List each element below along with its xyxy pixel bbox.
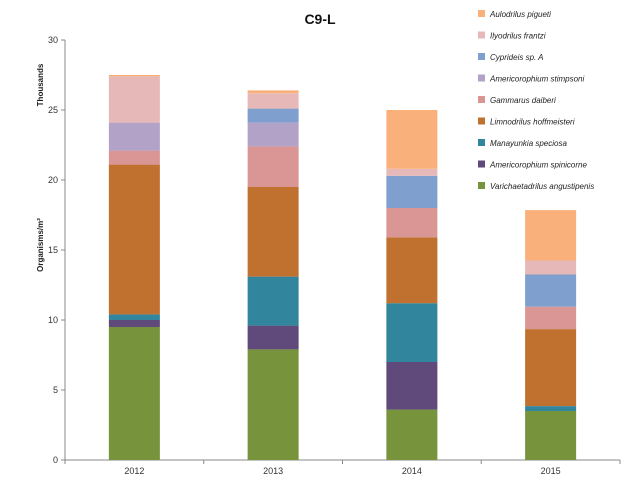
bar-segment: [247, 276, 299, 326]
bar-segment: [247, 349, 299, 460]
bar-segment: [247, 146, 299, 187]
y-tick-label: 5: [53, 385, 58, 395]
bar-segment: [525, 406, 577, 411]
legend-swatch: [478, 160, 485, 168]
legend-entry: Limnodrilus hoffmeisteri: [490, 118, 575, 127]
bar-segment: [247, 90, 299, 94]
bar-segment: [247, 325, 299, 350]
legend-swatch: [478, 74, 485, 82]
chart-title: C9-L: [304, 11, 336, 27]
bar-segment: [247, 187, 299, 277]
x-tick-label: 2012: [124, 466, 144, 476]
bar-segment: [525, 274, 577, 307]
y-axis-units-label: Thousands: [36, 63, 45, 106]
bar-segment: [108, 76, 160, 123]
bar-segment: [247, 93, 299, 109]
y-tick-label: 10: [48, 315, 58, 325]
bar-segment: [247, 122, 299, 147]
bar-segment: [386, 168, 438, 176]
bar-segment: [525, 329, 577, 407]
bar-segment: [386, 110, 438, 169]
legend-entry: Americorophium spinicorne: [489, 161, 587, 170]
bar-segment: [108, 314, 160, 320]
bar-segment: [108, 75, 160, 77]
legend-swatch: [478, 182, 485, 189]
bar-segment: [525, 260, 577, 275]
bar-segment: [386, 303, 438, 362]
bar-segment: [386, 237, 438, 304]
legend-swatch: [478, 96, 485, 103]
bar-segment: [386, 175, 438, 208]
bar-segment: [525, 411, 577, 460]
legend-entry: Aulodrilus pigueti: [489, 10, 551, 19]
legend-swatch: [478, 10, 485, 17]
x-tick-label: 2015: [541, 466, 561, 476]
x-tick-label: 2013: [263, 466, 283, 476]
legend: Aulodrilus pigueti Ilyodrilus frantzi Cypr…: [478, 10, 594, 191]
bar-segment: [386, 362, 438, 410]
legend-swatch: [478, 31, 485, 39]
legend-entry: Ilyodrilus frantzi: [490, 32, 546, 41]
legend-entry: Varichaetadrilus angustipenis: [490, 182, 594, 191]
legend-entry: Americorophium stimpsoni: [489, 75, 584, 84]
bar-segment: [525, 210, 577, 261]
y-tick-label: 20: [48, 175, 58, 185]
bar-segment: [386, 208, 438, 238]
bar-segment: [108, 122, 160, 151]
legend-entry: Manayunkia speciosa: [490, 139, 567, 148]
bar-segment: [386, 409, 438, 460]
legend-entry: Gammarus daiberi: [490, 96, 556, 105]
x-tick-label: 2014: [402, 466, 422, 476]
bar-segment: [108, 320, 160, 327]
bar-segment: [247, 108, 299, 123]
y-axis-ticks: 0 5 10 15 20 25 30: [48, 35, 65, 465]
y-tick-label: 0: [53, 455, 58, 465]
y-tick-label: 30: [48, 35, 58, 45]
legend-entry: Cyprideis sp. A: [490, 53, 544, 62]
legend-swatch: [478, 117, 485, 125]
bars: [108, 75, 577, 460]
y-tick-label: 15: [48, 245, 58, 255]
legend-swatch: [478, 139, 485, 146]
bar-segment: [108, 150, 160, 165]
legend-swatch: [478, 53, 485, 60]
bar-segment: [108, 327, 160, 460]
bar-segment: [525, 306, 577, 330]
y-tick-label: 25: [48, 105, 58, 115]
bar-segment: [108, 164, 160, 315]
x-axis-ticks: 2012 2013 2014 2015: [64, 460, 621, 476]
y-axis-title: Organisms/m²: [36, 218, 45, 272]
